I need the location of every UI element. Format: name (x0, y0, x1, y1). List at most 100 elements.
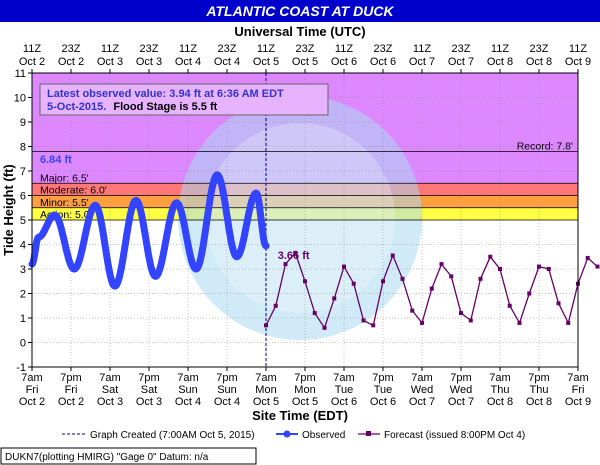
forecast-point (585, 255, 590, 260)
top-tick-label-date: Oct 7 (409, 56, 435, 68)
top-tick-label-date: Oct 5 (292, 56, 318, 68)
legend: Graph Created (7:00AM Oct 5, 2015) Obser… (62, 430, 525, 441)
y-tick-label: -1 (16, 362, 26, 374)
top-tick-label-hour: 23Z (140, 43, 159, 55)
top-tick-label-date: Oct 7 (448, 56, 474, 68)
forecast-point (517, 320, 522, 325)
y-tick-label: 4 (20, 240, 26, 252)
forecast-point (410, 308, 415, 313)
forecast-point (459, 311, 463, 316)
observed-line (28, 171, 270, 290)
top-tick-label-date: Oct 3 (136, 56, 162, 68)
forecast-point (527, 291, 532, 296)
top-tick-label-hour: 23Z (62, 43, 81, 55)
forecast-point (264, 323, 268, 328)
legend-forecast: Forecast (issued 8:00PM Oct 4) (384, 430, 525, 441)
svg-text:5-Oct-2015. Flood Stage: 5-Oct-2015. Flood Stage is 5.5 ft (47, 101, 218, 113)
bottom-tick-label: Sat (102, 384, 119, 396)
forecast-point (361, 318, 366, 323)
forecast-point (429, 286, 434, 291)
top-tick-label-date: Oct 8 (487, 56, 513, 68)
forecast-point (595, 264, 600, 269)
y-axis-label: Tide Height (ft) (1, 164, 16, 255)
top-tick-label-hour: 11Z (569, 43, 587, 55)
forecast-point (546, 267, 551, 271)
bottom-tick-label: Oct 8 (487, 396, 513, 408)
series-group: 6.84 ft 3.66 ft (28, 154, 600, 330)
bottom-tick-label: Oct 7 (448, 396, 474, 408)
record-label: Record: 7.8' (517, 140, 573, 152)
forecast-point (312, 311, 317, 316)
footer-box (0, 447, 257, 465)
y-tick-label: 2 (20, 289, 26, 301)
bottom-tick-label: Mon (294, 384, 315, 396)
forecast-point (478, 276, 483, 281)
bottom-tick-label: Oct 3 (136, 396, 162, 408)
bottom-tick-label: Thu (530, 384, 549, 396)
y-tick-label: 11 (15, 68, 26, 80)
bottom-tick-label: 7am (489, 372, 510, 384)
top-tick-label-hour: 23Z (296, 43, 315, 55)
top-tick-label-hour: 23Z (452, 43, 471, 55)
bottom-tick-label: Oct 7 (409, 396, 435, 408)
bottom-tick-label: 7am (177, 372, 198, 384)
noaa-watermark (178, 96, 422, 340)
legend-observed: Observed (302, 430, 345, 441)
top-tick-label-date: Oct 5 (253, 56, 279, 68)
top-tick-label-date: Oct 2 (58, 56, 84, 68)
forecast-point (342, 264, 346, 269)
max-observed-label: 6.84 ft (40, 154, 72, 166)
forecast-point (420, 320, 424, 325)
top-tick-label-hour: 11Z (101, 43, 119, 55)
forecast-point (566, 320, 571, 325)
forecast-point (283, 262, 288, 267)
bottom-tick-label: Thu (491, 384, 510, 396)
bottom-tick-label: Oct 2 (58, 396, 84, 408)
bottom-tick-label: Oct 6 (331, 396, 357, 408)
y-tick-label: 10 (14, 93, 26, 105)
top-tick-label-hour: 11Z (257, 43, 275, 55)
top-tick-label-hour: 11Z (413, 43, 431, 55)
top-axis-label: Universal Time (UTC) (234, 24, 365, 39)
top-tick-label-hour: 11Z (23, 43, 41, 55)
top-tick-label-date: Oct 4 (175, 56, 201, 68)
chart-title: ATLANTIC COAST AT DUCK (205, 3, 394, 19)
top-tick-label-hour: 23Z (530, 43, 549, 55)
bottom-tick-label: Oct 4 (175, 396, 201, 408)
flood-category-label: Minor: 5.5' (40, 197, 89, 209)
top-tick-label-date: Oct 6 (370, 56, 396, 68)
top-tick-label-hour: 23Z (374, 43, 393, 55)
info-line-2-date: 5-Oct-2015. (47, 101, 106, 113)
bottom-tick-label: Oct 5 (253, 396, 279, 408)
forecast-point (449, 274, 454, 279)
flood-category-label: Major: 6.5' (40, 172, 89, 184)
bottom-tick-label: Sat (141, 384, 158, 396)
y-tick-label: 3 (20, 264, 26, 276)
bottom-tick-label: Wed (411, 384, 433, 396)
x-axis-label: Site Time (EDT) (252, 408, 348, 423)
bottom-tick-label: Oct 8 (526, 396, 552, 408)
bottom-tick-label: Oct 4 (214, 396, 240, 408)
bottom-tick-label: 7pm (528, 372, 549, 384)
forecast-point (390, 253, 395, 258)
forecast-point (332, 296, 337, 301)
bottom-tick-label: Fri (65, 384, 78, 396)
bottom-tick-label: 7pm (294, 372, 315, 384)
forecast-point (488, 254, 493, 259)
bottom-tick-label: Oct 2 (19, 396, 45, 408)
top-tick-label-date: Oct 2 (19, 56, 45, 68)
top-tick-label-date: Oct 8 (526, 56, 552, 68)
forecast-point (381, 279, 385, 284)
forecast-point (400, 276, 405, 281)
bottom-tick-label: 7am (255, 372, 276, 384)
top-tick-label-hour: 11Z (179, 43, 197, 55)
top-tick-label-date: Oct 4 (214, 56, 240, 68)
info-box: Latest observed value: 3.94 ft at 6:36 A… (39, 83, 329, 116)
footer-text: DUKN7(plotting HMIRG) "Gage 0" Datum: n/… (5, 452, 209, 463)
bottom-tick-label: Oct 5 (292, 396, 318, 408)
forecast-point (468, 318, 473, 323)
bottom-tick-label: 7pm (216, 372, 237, 384)
y-tick-label: 1 (20, 313, 26, 325)
